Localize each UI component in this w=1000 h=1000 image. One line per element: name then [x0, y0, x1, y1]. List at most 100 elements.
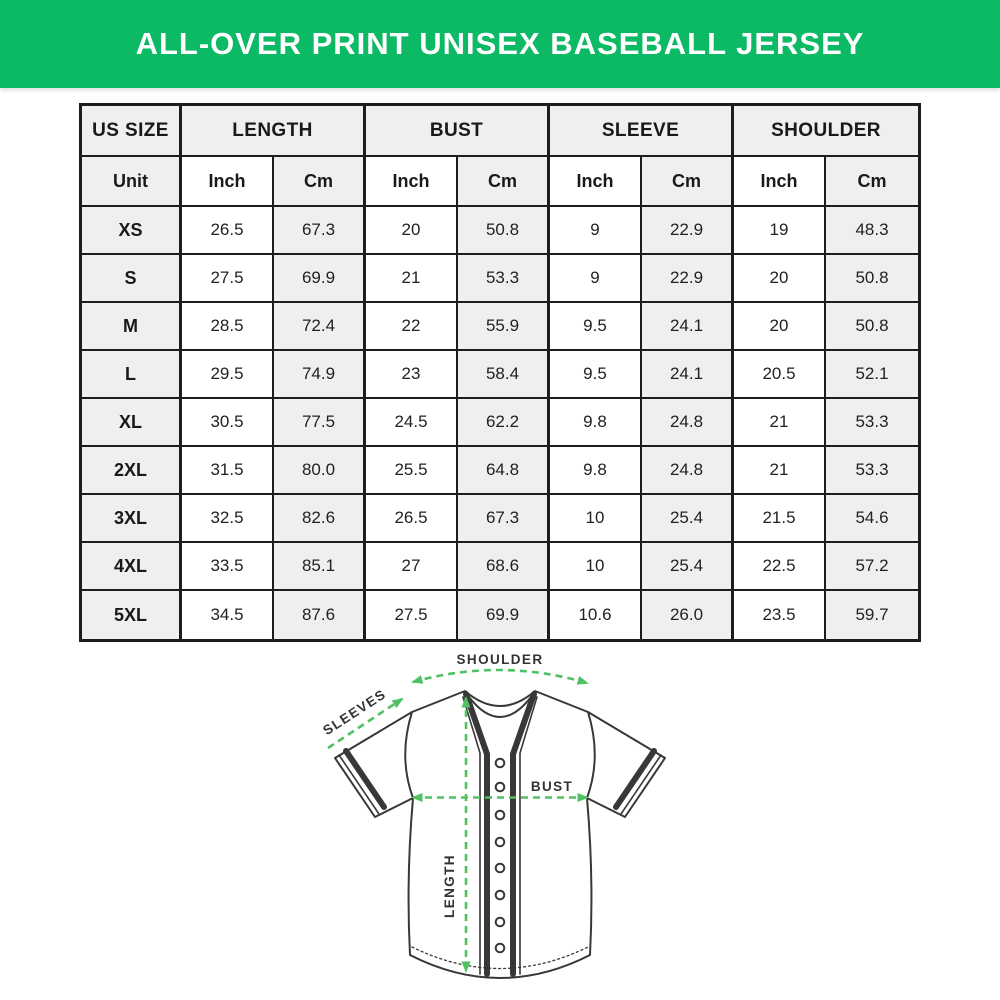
measurement-value: 28.5 [182, 303, 274, 351]
measurement-value: 9.8 [550, 399, 642, 447]
measurement-value: 27.5 [366, 591, 458, 639]
size-label: 3XL [82, 495, 182, 543]
unit-header: Cm [642, 157, 734, 207]
measurement-value: 23 [366, 351, 458, 399]
measurement-value: 52.1 [826, 351, 918, 399]
measurement-value: 20.5 [734, 351, 826, 399]
measurement-value: 23.5 [734, 591, 826, 639]
measurement-value: 30.5 [182, 399, 274, 447]
measurement-value: 53.3 [458, 255, 550, 303]
column-group-header: SHOULDER [734, 106, 918, 157]
measurement-value: 50.8 [826, 255, 918, 303]
jersey-trim-stripes [343, 691, 657, 977]
placket-buttons [494, 757, 506, 954]
measurement-value: 80.0 [274, 447, 366, 495]
column-group-header: US SIZE [82, 106, 182, 157]
size-label: 2XL [82, 447, 182, 495]
measurement-value: 24.8 [642, 447, 734, 495]
measurement-value: 54.6 [826, 495, 918, 543]
column-group-header: SLEEVE [550, 106, 734, 157]
measurement-value: 26.5 [182, 207, 274, 255]
size-chart-table: US SIZE LENGTH BUST SLEEVE SHOULDER Unit Inch C… [79, 103, 921, 642]
length-label: LENGTH [442, 854, 457, 918]
measurement-arrows [327, 668, 589, 973]
shoulder-arrow [411, 668, 589, 685]
measurement-value: 26.5 [366, 495, 458, 543]
bust-label: BUST [531, 779, 573, 794]
hem-stitch-line [411, 946, 589, 970]
size-label: 4XL [82, 543, 182, 591]
measurement-value: 64.8 [458, 447, 550, 495]
measurement-value: 22.5 [734, 543, 826, 591]
measurement-value: 85.1 [274, 543, 366, 591]
measurement-value: 9.8 [550, 447, 642, 495]
measurement-value: 29.5 [182, 351, 274, 399]
jersey-outline [334, 690, 666, 979]
measurement-value: 33.5 [182, 543, 274, 591]
measurement-value: 53.3 [826, 447, 918, 495]
measurement-value: 21.5 [734, 495, 826, 543]
measurement-value: 69.9 [274, 255, 366, 303]
sleeves-label: SLEEVES [320, 686, 389, 738]
measurement-value: 69.9 [458, 591, 550, 639]
measurement-value: 9.5 [550, 303, 642, 351]
measurement-value: 20 [734, 255, 826, 303]
unit-header: Cm [826, 157, 918, 207]
unit-header: Cm [458, 157, 550, 207]
measurement-value: 25.4 [642, 543, 734, 591]
measurement-value: 87.6 [274, 591, 366, 639]
measurement-value: 31.5 [182, 447, 274, 495]
sleeves-arrow [327, 697, 404, 750]
right-placket-stripe [510, 691, 537, 977]
size-label: XS [82, 207, 182, 255]
measurement-value: 72.4 [274, 303, 366, 351]
unit-header: Cm [274, 157, 366, 207]
measurement-value: 74.9 [274, 351, 366, 399]
measurement-value: 55.9 [458, 303, 550, 351]
size-label: XL [82, 399, 182, 447]
measurement-value: 82.6 [274, 495, 366, 543]
measurement-value: 24.1 [642, 351, 734, 399]
measurement-value: 10 [550, 543, 642, 591]
jersey-measurement-diagram: SHOULDER SLEEVES BUST LENGTH [280, 640, 720, 1000]
measurement-value: 22.9 [642, 207, 734, 255]
measurement-value: 48.3 [826, 207, 918, 255]
measurement-value: 25.5 [366, 447, 458, 495]
measurement-value: 57.2 [826, 543, 918, 591]
measurement-value: 19 [734, 207, 826, 255]
measurement-value: 20 [734, 303, 826, 351]
page-title: ALL-OVER PRINT UNISEX BASEBALL JERSEY [135, 26, 865, 61]
measurement-value: 25.4 [642, 495, 734, 543]
measurement-value: 27 [366, 543, 458, 591]
column-group-header: BUST [366, 106, 550, 157]
measurement-value: 10 [550, 495, 642, 543]
measurement-value: 26.0 [642, 591, 734, 639]
measurement-value: 20 [366, 207, 458, 255]
measurement-value: 50.8 [826, 303, 918, 351]
measurement-value: 22.9 [642, 255, 734, 303]
measurement-value: 21 [734, 399, 826, 447]
measurement-value: 32.5 [182, 495, 274, 543]
size-label: M [82, 303, 182, 351]
measurement-value: 53.3 [826, 399, 918, 447]
measurement-value: 10.6 [550, 591, 642, 639]
measurement-value: 21 [366, 255, 458, 303]
size-label: 5XL [82, 591, 182, 639]
measurement-value: 58.4 [458, 351, 550, 399]
unit-header: Inch [366, 157, 458, 207]
measurement-value: 9 [550, 255, 642, 303]
left-placket-stripe [463, 691, 490, 977]
shoulder-label: SHOULDER [457, 652, 544, 667]
measurement-value: 24.8 [642, 399, 734, 447]
measurement-value: 77.5 [274, 399, 366, 447]
unit-header: Inch [734, 157, 826, 207]
measurement-value: 68.6 [458, 543, 550, 591]
measurement-value: 9.5 [550, 351, 642, 399]
unit-header: Inch [182, 157, 274, 207]
measurement-value: 24.5 [366, 399, 458, 447]
measurement-value: 34.5 [182, 591, 274, 639]
measurement-value: 67.3 [274, 207, 366, 255]
unit-row-header: Unit [82, 157, 182, 207]
measurement-value: 24.1 [642, 303, 734, 351]
